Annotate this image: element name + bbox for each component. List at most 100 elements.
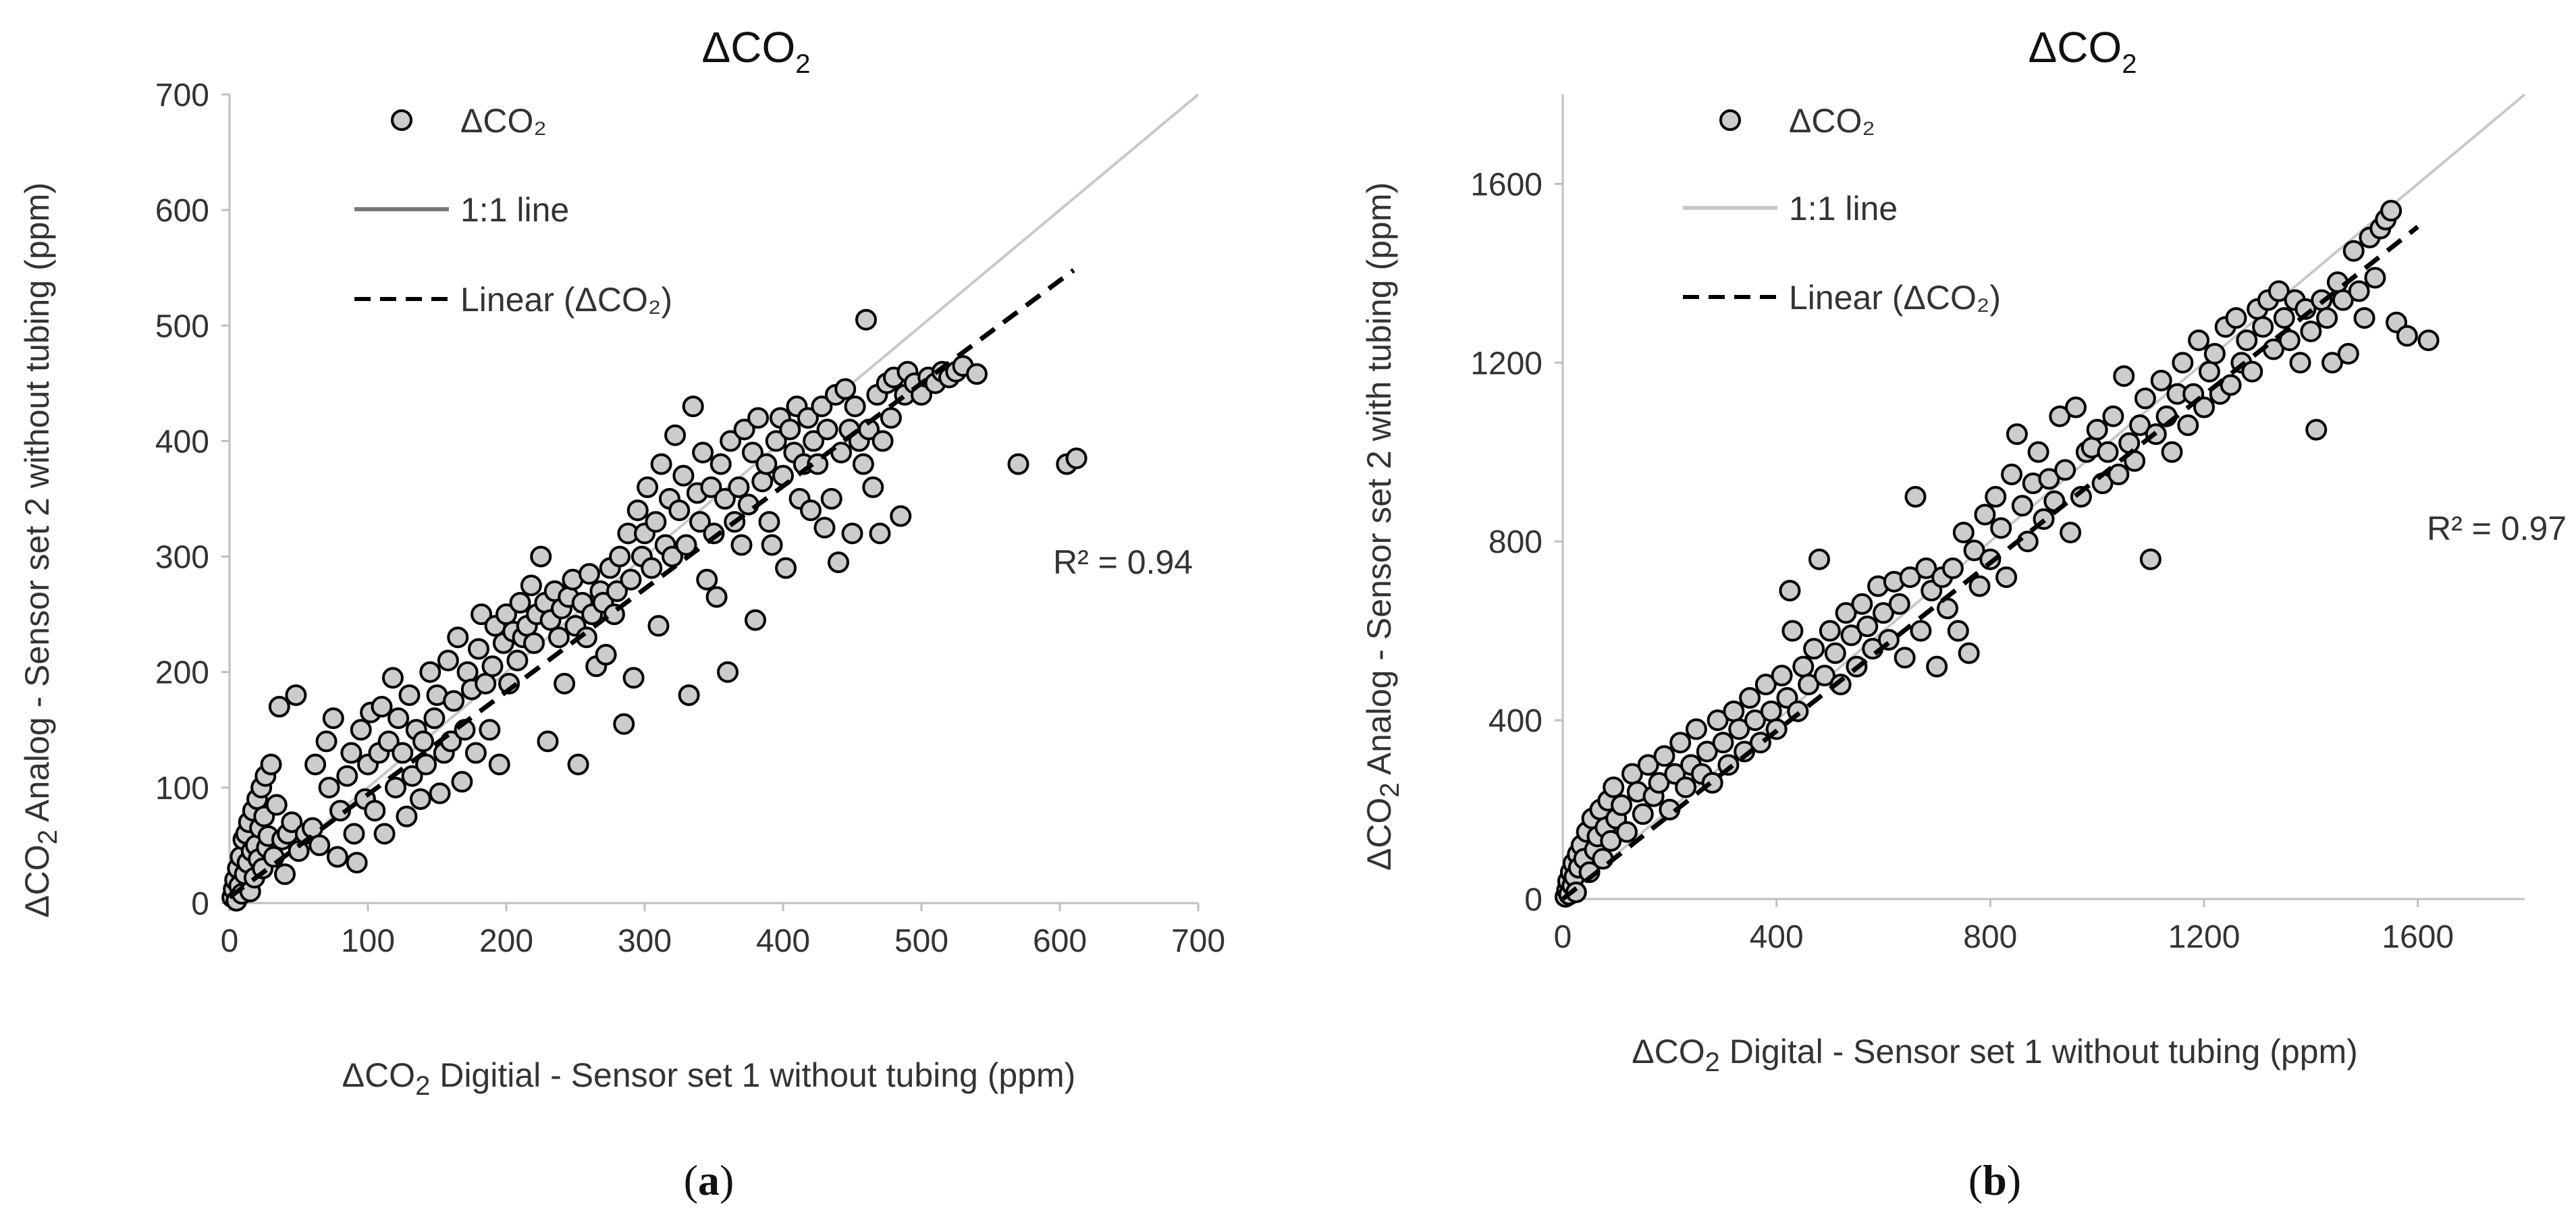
data-point <box>682 396 704 418</box>
data-point <box>371 696 393 718</box>
x-tick-label: 0 <box>221 923 239 959</box>
data-point <box>1565 881 1587 904</box>
data-point <box>373 823 396 845</box>
data-point <box>2241 360 2263 383</box>
data-point <box>2289 352 2311 374</box>
r-squared-annotation-b: R² = 0.97 <box>2427 510 2567 547</box>
data-point <box>281 811 303 834</box>
legend-entry-dashed-a: Linear (ΔCO₂) <box>460 281 672 319</box>
chart-title-b: ΔCO2 <box>2029 23 2137 79</box>
data-point <box>1985 486 2007 508</box>
data-point <box>2273 307 2295 329</box>
data-point <box>419 661 441 683</box>
data-point <box>343 823 365 845</box>
x-axis-title-b: ΔCO2 Digital - Sensor set 1 without tubi… <box>1632 1033 2358 1077</box>
y-axis-title-a: ΔCO2 Analog - Sensor set 2 without tubin… <box>18 182 63 918</box>
data-point <box>622 667 645 689</box>
legend-entry-marker-b: ΔCO₂ <box>1789 102 1875 140</box>
data-point <box>2161 441 2183 463</box>
data-point <box>479 719 501 741</box>
y-tick-label: 0 <box>191 886 209 922</box>
data-point <box>1728 718 1750 740</box>
data-point <box>2172 352 2194 374</box>
data-point <box>537 730 559 753</box>
identity-line <box>228 93 1200 904</box>
x-tick-label: 1600 <box>2382 919 2454 955</box>
data-point <box>1685 718 1707 740</box>
data-point <box>567 753 589 776</box>
data-point <box>2049 405 2071 427</box>
data-point <box>2322 352 2343 374</box>
data-point <box>2268 280 2290 302</box>
y-tick-label: 1600 <box>1470 167 1542 202</box>
data-point <box>747 407 770 429</box>
data-point <box>709 453 732 475</box>
y-tick-label: 500 <box>155 308 209 344</box>
data-point <box>1739 687 1761 709</box>
y-tick-label: 600 <box>155 193 209 229</box>
data-point <box>2337 343 2359 365</box>
x-tick-label: 500 <box>894 923 948 959</box>
data-point <box>1808 548 1830 570</box>
data-point <box>1835 602 1857 624</box>
data-point <box>2102 405 2124 427</box>
data-point <box>1824 642 1846 664</box>
data-point <box>595 644 617 666</box>
data-point <box>1065 447 1088 470</box>
data-point <box>1840 624 1862 647</box>
data-point <box>765 430 787 452</box>
data-point <box>647 615 670 637</box>
x-tick-label: 300 <box>618 923 672 959</box>
data-point <box>820 488 842 510</box>
data-point <box>692 441 714 464</box>
data-point <box>2332 289 2354 311</box>
data-point <box>443 690 465 712</box>
data-point <box>1926 655 1948 678</box>
data-point <box>2300 320 2322 342</box>
legend-marker-symbol-b <box>1719 109 1741 131</box>
chart-panel-b: 0 400 800 1200 1600 0 400 800 1200 1600 ΔCO2 ΔCO2… <box>1360 23 2567 1077</box>
data-point <box>1941 557 1964 579</box>
data-point <box>520 574 542 597</box>
data-point <box>751 470 774 493</box>
legend-b: ΔCO₂ 1:1 line Linear (ΔCO₂) <box>1683 102 2001 317</box>
data-point <box>966 363 988 385</box>
data-point <box>415 753 437 776</box>
data-point <box>265 794 288 816</box>
data-point <box>412 730 434 753</box>
data-point <box>2011 495 2033 517</box>
data-point <box>554 672 576 695</box>
data-point <box>2364 267 2386 289</box>
legend-entry-line-b: 1:1 line <box>1789 190 1898 227</box>
data-point <box>2006 423 2028 445</box>
data-point <box>1707 709 1729 732</box>
data-point <box>1603 776 1625 798</box>
data-point <box>2278 329 2301 352</box>
trendline <box>1561 225 2419 901</box>
data-point <box>755 453 778 475</box>
data-point <box>1899 566 1921 589</box>
data-point <box>758 511 780 533</box>
data-point <box>1007 453 1029 475</box>
data-point <box>672 464 695 487</box>
data-point <box>1592 848 1614 870</box>
panel-label-b: (b) <box>1968 1156 2021 1204</box>
data-point <box>2396 325 2418 347</box>
x-axis-title-a: ΔCO2 Digitial - Sensor set 1 without tub… <box>342 1056 1076 1101</box>
data-point <box>800 499 822 522</box>
data-point <box>451 771 473 793</box>
data-point <box>1947 620 1969 642</box>
data-point <box>1781 620 1804 642</box>
data-point <box>841 522 863 545</box>
data-point <box>668 499 691 522</box>
data-point <box>645 511 667 533</box>
data-point <box>447 626 469 649</box>
data-point <box>2193 396 2215 418</box>
data-point <box>2054 459 2076 481</box>
data-point <box>705 586 728 608</box>
data-point <box>1904 486 1927 508</box>
data-point <box>689 511 711 533</box>
data-point <box>664 424 687 446</box>
data-point <box>733 418 755 441</box>
